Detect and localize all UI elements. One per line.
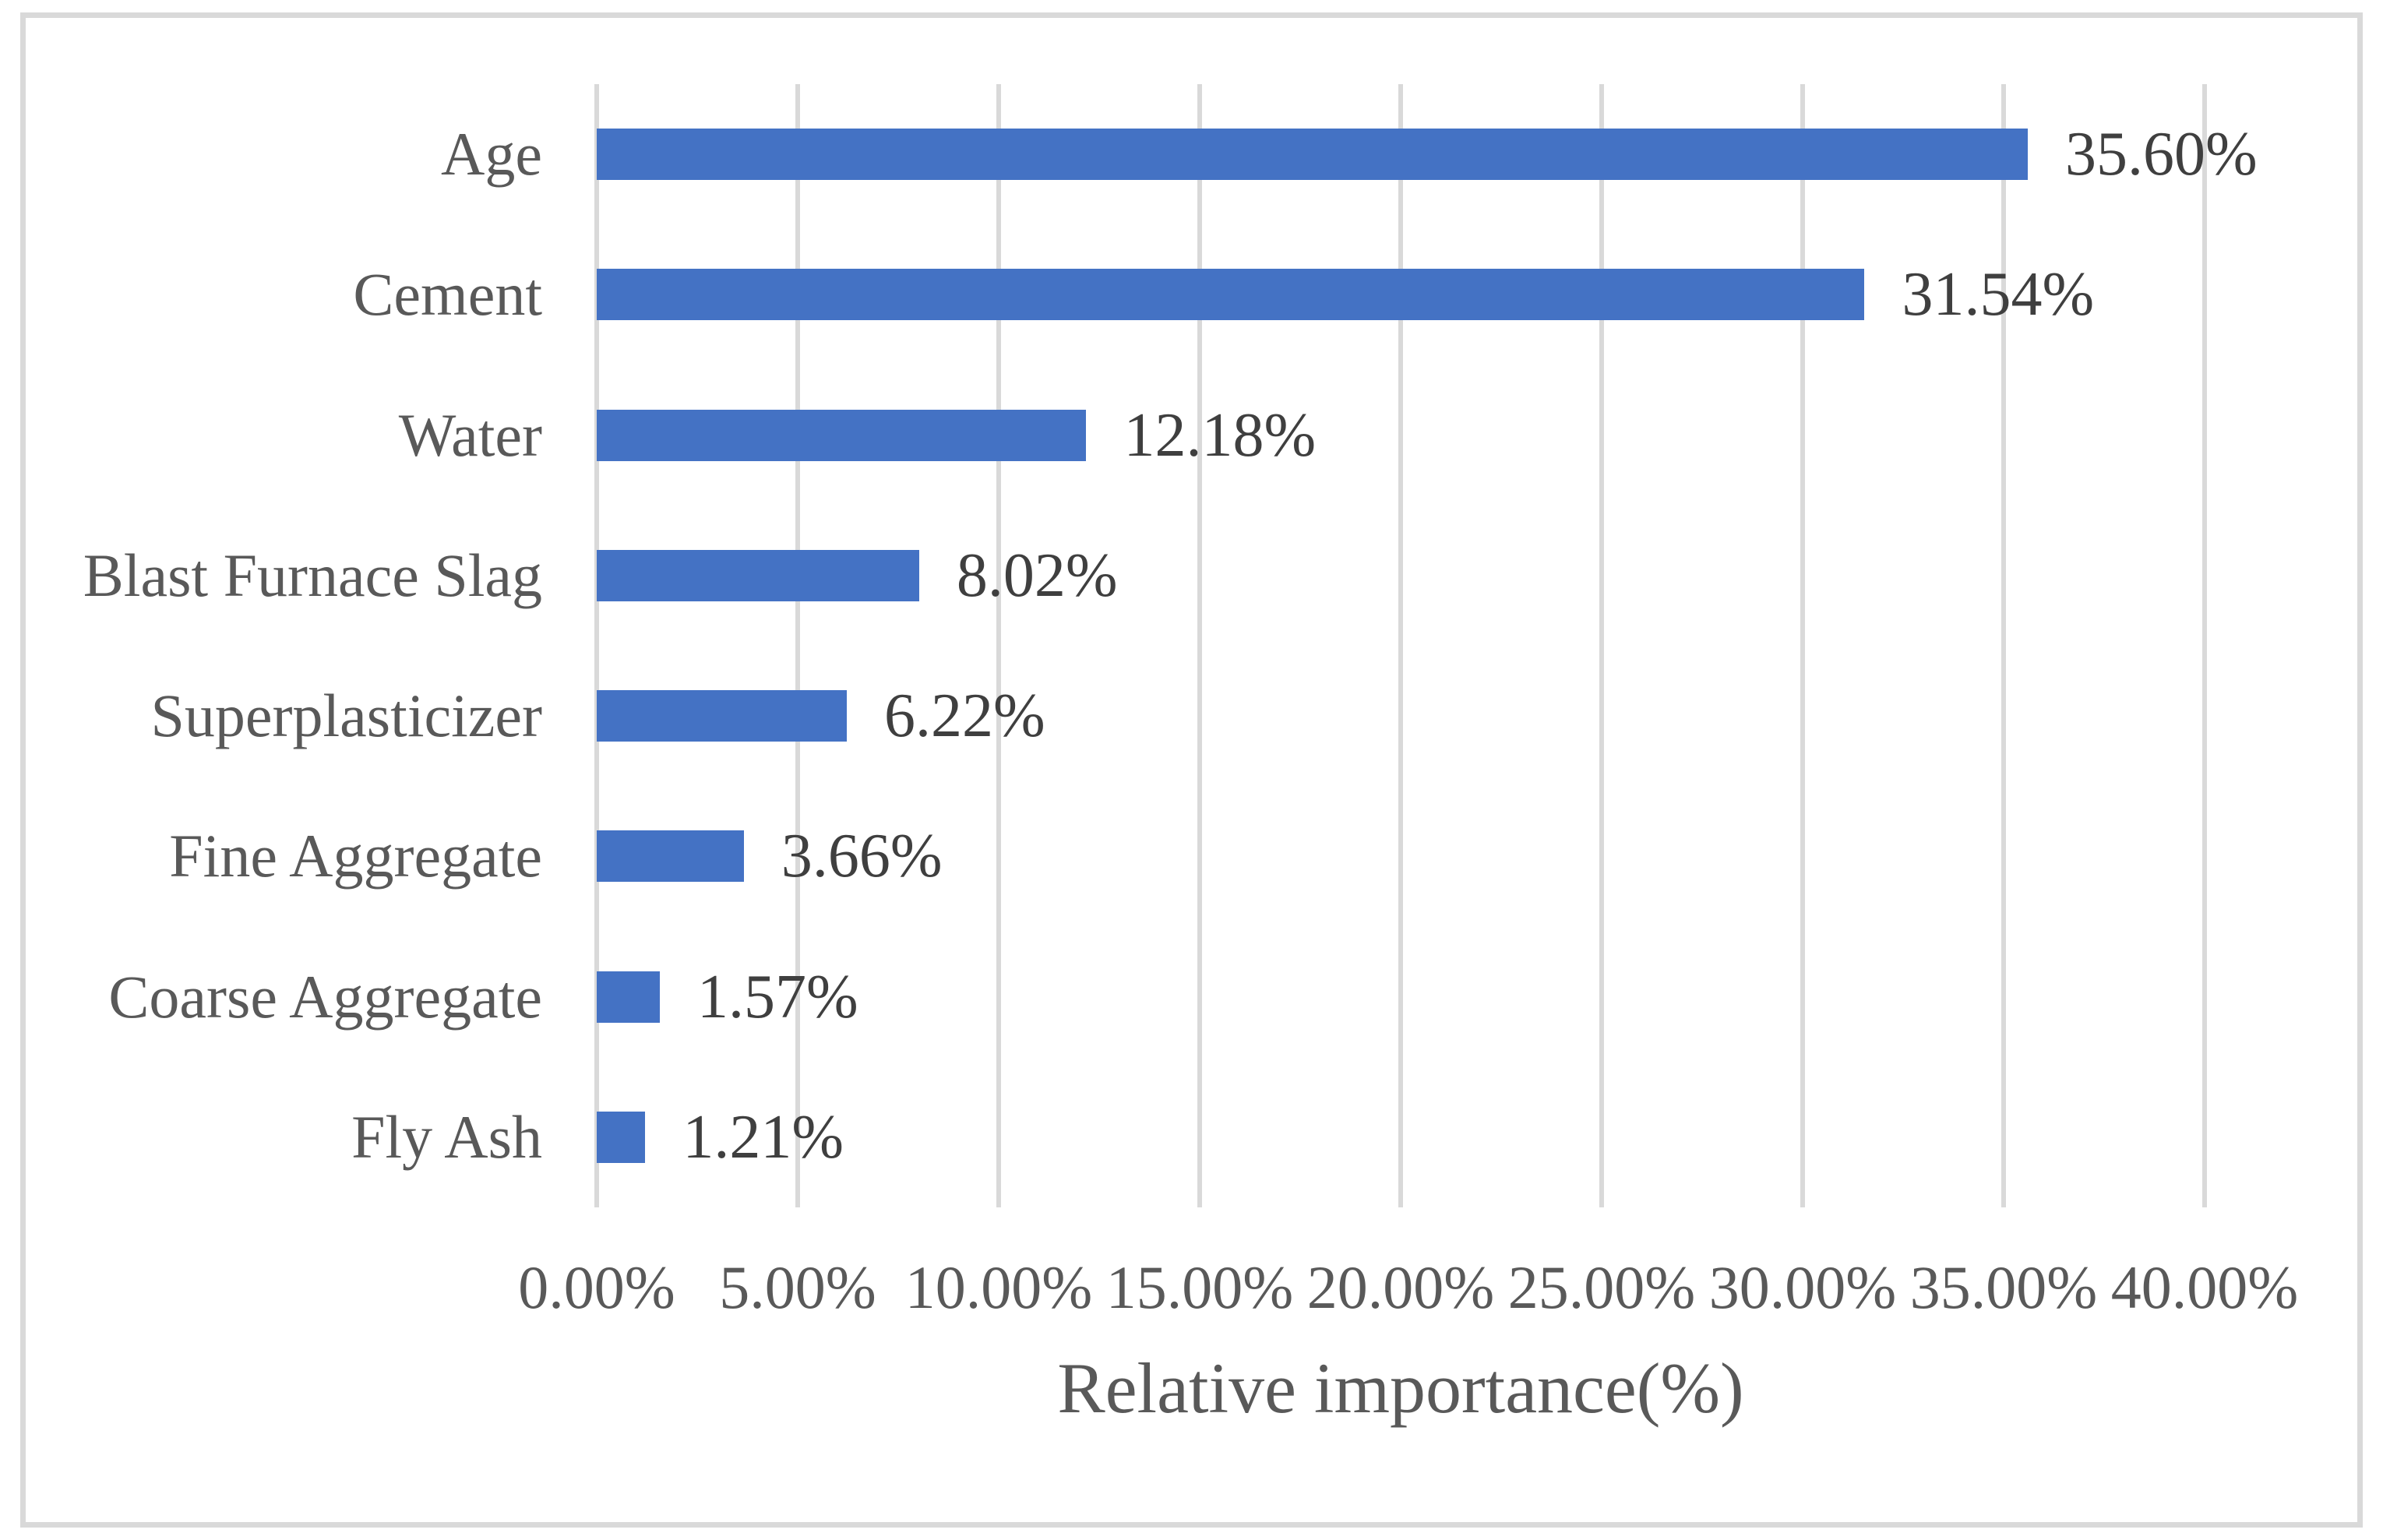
- bar: [597, 129, 2028, 181]
- bar-row: Water 12.18%: [399, 365, 2205, 506]
- bar-row: Age 35.60%: [441, 84, 2258, 224]
- x-axis-tick-label: 0.00%: [518, 1253, 675, 1321]
- bar: [597, 830, 744, 883]
- value-label: 12.18%: [1123, 400, 1317, 470]
- category-label: Fine Aggregate: [169, 822, 542, 890]
- gridline: [795, 84, 800, 1207]
- x-axis-tick-label: 25.00%: [1507, 1253, 1696, 1321]
- bar: [597, 971, 660, 1023]
- bar-row: Blast Furnace Slag 8.02%: [83, 506, 2205, 646]
- gridline: [1398, 84, 1403, 1207]
- value-label: 31.54%: [1902, 260, 2095, 329]
- bar: [597, 269, 1865, 321]
- bar-row: Superplasticizer 6.22%: [151, 646, 2205, 786]
- gridline: [594, 84, 599, 1207]
- value-label: 6.22%: [883, 682, 1045, 751]
- plot-area: Age 35.60% Cement 31.54% Water 12.18% Bl…: [83, 84, 2298, 1424]
- bar: [597, 690, 847, 742]
- category-label: Blast Furnace Slag: [83, 541, 542, 609]
- gridline: [2202, 84, 2207, 1207]
- value-label: 1.21%: [682, 1102, 844, 1172]
- value-label: 1.57%: [697, 962, 858, 1031]
- gridlines: [594, 84, 2207, 1207]
- x-axis-tick-label: 30.00%: [1708, 1253, 1897, 1321]
- x-axis-tick-label: 10.00%: [904, 1253, 1093, 1321]
- value-label: 3.66%: [781, 822, 943, 891]
- x-axis-tick-label: 40.00%: [2110, 1253, 2299, 1321]
- gridline: [996, 84, 1001, 1207]
- category-label: Fly Ash: [351, 1102, 542, 1171]
- bar-rows: Age 35.60% Cement 31.54% Water 12.18% Bl…: [83, 84, 2258, 1207]
- bar-row: Cement 31.54%: [353, 224, 2205, 365]
- category-label: Coarse Aggregate: [108, 962, 542, 1031]
- bar: [597, 409, 1087, 461]
- bar-row: Coarse Aggregate 1.57%: [108, 927, 2205, 1067]
- x-axis-tick-label: 20.00%: [1306, 1253, 1495, 1321]
- gridline: [1599, 84, 1604, 1207]
- chart-frame: Age 35.60% Cement 31.54% Water 12.18% Bl…: [20, 12, 2363, 1528]
- x-axis-title: Relative importance(%): [1057, 1348, 1744, 1428]
- bar-row: Fine Aggregate 3.66%: [169, 786, 2205, 926]
- value-label: 8.02%: [956, 541, 1118, 610]
- category-label: Age: [441, 120, 542, 189]
- x-axis-tick-label: 35.00%: [1909, 1253, 2098, 1321]
- x-axis-tick-labels: 0.00% 5.00% 10.00% 15.00% 20.00% 25.00% …: [518, 1207, 2298, 1321]
- gridline: [2001, 84, 2006, 1207]
- category-label: Water: [398, 400, 542, 469]
- x-axis-tick-label: 15.00%: [1105, 1253, 1294, 1321]
- category-label: Cement: [353, 260, 542, 329]
- bar-row: Fly Ash 1.21%: [351, 1067, 2205, 1207]
- gridline: [1197, 84, 1202, 1207]
- bar: [597, 1111, 646, 1163]
- bar: [597, 549, 919, 601]
- gridline: [1800, 84, 1805, 1207]
- value-label: 35.60%: [2064, 120, 2258, 189]
- x-axis-tick-label: 5.00%: [719, 1253, 876, 1321]
- category-label: Superplasticizer: [150, 682, 542, 750]
